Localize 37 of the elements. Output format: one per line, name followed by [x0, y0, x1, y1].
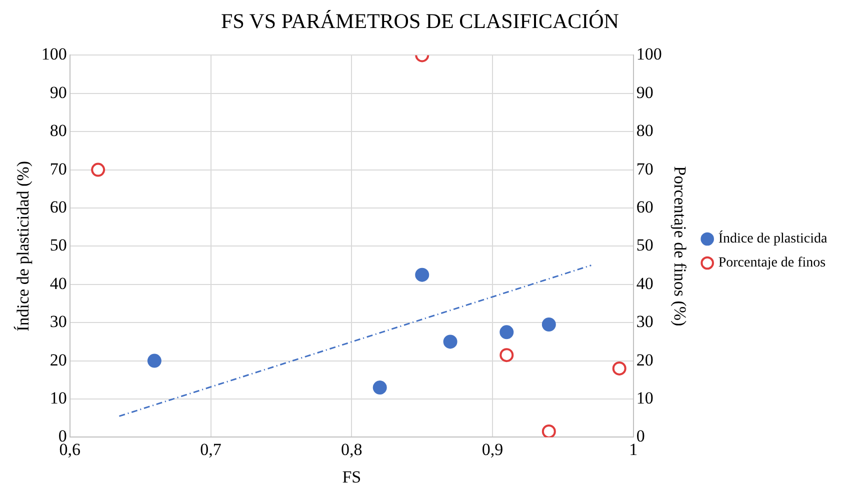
point [415, 268, 430, 282]
y-tick-label: 20 [50, 350, 67, 370]
y-tick-label: 50 [50, 236, 67, 255]
chart-title: FS VS PARÁMETROS DE CLASIFICACIÓN [221, 9, 619, 34]
y2-tick-label: 50 [636, 236, 654, 255]
y2-tick-label: 90 [636, 82, 654, 102]
y2-tick-label: 80 [636, 121, 654, 140]
y-tick-label: 40 [50, 274, 67, 293]
y2-axis-title: Porcentaje de finos (%) [670, 166, 690, 326]
y-tick-label: 10 [50, 388, 67, 408]
x-tick-label: 1 [629, 440, 638, 459]
y-tick-label: 30 [50, 312, 67, 332]
y2-tick-label: 20 [636, 350, 654, 370]
y-tick-label: 90 [50, 82, 67, 102]
point [147, 354, 162, 368]
point [372, 380, 387, 395]
y2-tick-label: 10 [636, 388, 654, 408]
point [443, 334, 458, 349]
x-axis-title: FS [342, 467, 362, 486]
x-tick-label: 0,7 [200, 440, 222, 459]
point [542, 318, 556, 332]
y-tick-label: 60 [50, 197, 67, 216]
y-tick-label: 80 [50, 121, 67, 140]
y-tick-label: 70 [50, 159, 67, 178]
y-tick-label: 100 [41, 44, 67, 64]
y2-tick-label: 70 [636, 159, 654, 178]
x-tick-label: 0,9 [482, 440, 504, 459]
y2-tick-label: 60 [636, 197, 654, 216]
x-tick-label: 0,8 [341, 440, 362, 459]
y2-tick-label: 40 [636, 274, 654, 293]
y2-tick-label: 0 [636, 426, 645, 446]
legend-label: Porcentaje de finos [718, 256, 826, 271]
point [500, 325, 514, 340]
y-axis-title: Índice de plasticidad (%) [14, 160, 33, 332]
legend-label: Índice de plasticida [718, 230, 828, 247]
y2-tick-label: 100 [636, 44, 662, 64]
y2-tick-label: 30 [636, 312, 654, 332]
